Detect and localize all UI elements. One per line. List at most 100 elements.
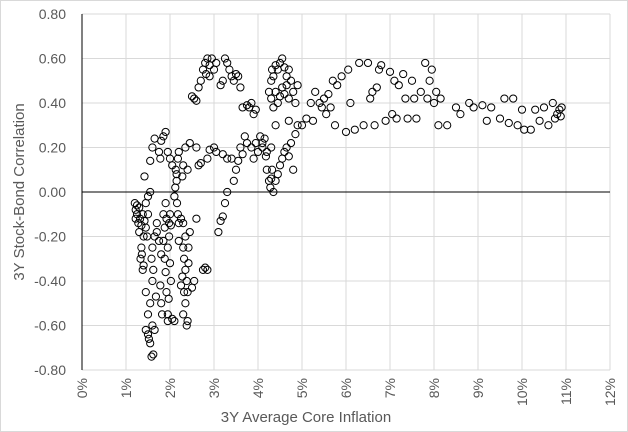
data-point [370,121,379,130]
data-point [172,176,181,185]
data-point [372,83,381,92]
data-point [131,214,140,223]
data-point [151,292,161,301]
data-point [192,214,201,223]
data-point [401,94,410,103]
data-point [190,276,199,286]
data-point [174,147,183,157]
data-point [286,76,296,85]
data-point [141,288,150,297]
data-point [160,254,169,263]
data-point [184,243,193,252]
data-point [157,136,166,145]
data-point [194,83,203,92]
data-point [163,243,172,252]
x-tick-label: 12% [602,378,618,406]
data-point [159,132,168,141]
y-tick-label: 0.00 [39,184,66,200]
data-point [520,125,529,134]
x-tick-label: 2% [162,378,178,398]
data-point [282,143,291,152]
data-point [469,103,478,112]
data-point [317,103,326,112]
data-point [212,58,221,68]
data-point [152,227,161,237]
data-point [531,105,540,114]
data-point [260,134,269,143]
data-point [269,103,278,112]
data-point [434,121,443,130]
data-point [482,116,491,125]
x-tick-label: 8% [426,378,442,398]
data-point [182,321,191,330]
data-point [178,172,187,181]
data-point [203,154,212,163]
data-point [275,92,285,101]
data-point [291,130,300,139]
data-point [170,316,179,326]
data-point [187,92,197,101]
data-point [148,143,157,152]
data-point [216,81,225,90]
data-point [262,165,271,174]
data-point [293,81,302,90]
data-point [337,72,346,81]
data-point [374,65,384,74]
data-point [181,143,190,152]
data-point [416,87,425,96]
y-tick-label: 0.20 [39,140,66,156]
data-point [159,236,168,246]
data-point [139,261,148,270]
data-points [130,54,566,361]
data-point [249,110,258,119]
data-point [526,125,535,134]
data-point [500,94,509,103]
data-point [136,254,145,263]
data-point [179,288,189,297]
data-point [192,96,201,105]
data-point [427,65,436,74]
data-point [146,187,155,197]
data-point [251,105,260,114]
data-point [173,154,183,163]
data-point [141,223,150,232]
data-point [269,72,278,81]
y-tick-label: -0.20 [34,229,66,245]
data-point [271,61,280,70]
data-point [146,299,155,308]
data-point [535,116,544,125]
y-axis-label: 3Y Stock-Bond Correlation [11,103,28,280]
data-point [223,154,232,163]
data-point [168,314,177,323]
data-point [465,98,474,108]
data-point [271,121,280,130]
data-point [162,214,171,223]
data-point [517,105,527,114]
x-tick-label: 1% [118,378,134,398]
x-tick-label: 9% [470,378,486,398]
data-point [154,236,164,246]
data-point [381,116,390,125]
data-point [143,330,153,339]
data-point [236,83,245,92]
data-point [143,192,153,201]
data-point [247,98,256,108]
data-point [282,81,291,90]
data-point [556,112,565,121]
data-point [196,76,205,85]
data-point [161,127,170,137]
data-point [179,161,188,170]
data-point [156,154,165,163]
data-point [269,187,278,197]
data-point [291,98,300,108]
data-point [421,58,430,68]
data-point [456,110,465,119]
data-point [140,172,149,181]
data-point [289,87,298,96]
data-point [280,147,289,157]
data-point [216,216,225,226]
data-point [267,165,277,174]
data-point [172,170,181,179]
data-point [267,76,276,85]
data-point [165,259,175,268]
